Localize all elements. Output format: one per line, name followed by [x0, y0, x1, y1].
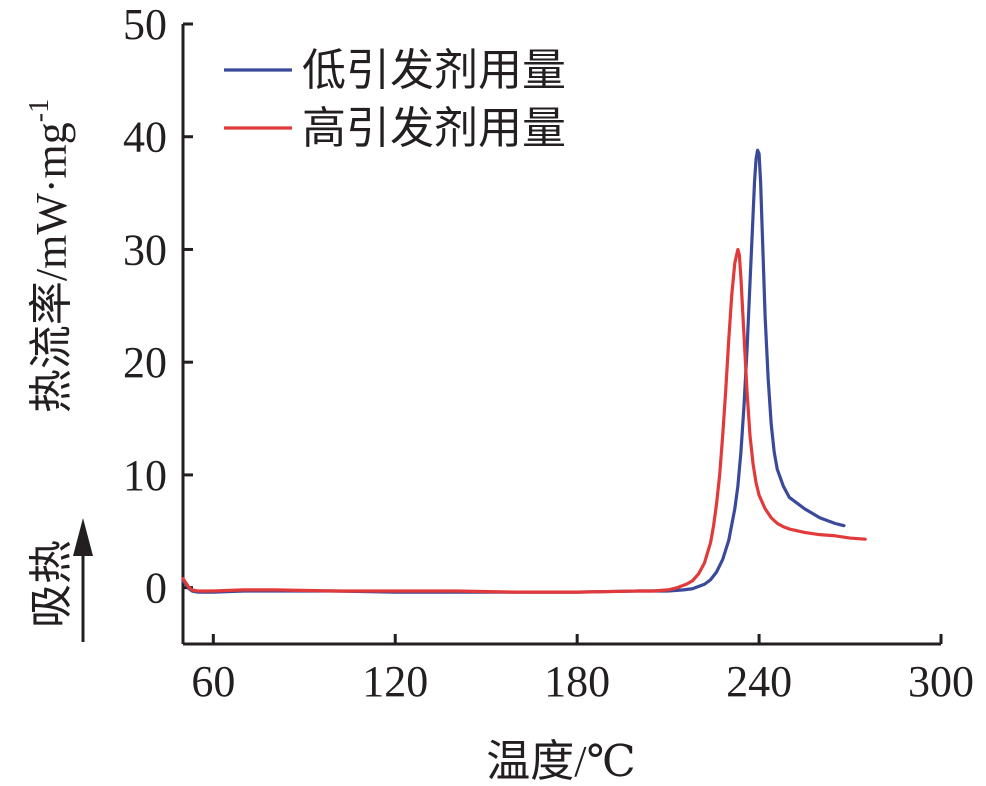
y-tick-label: 20	[123, 338, 167, 387]
x-tick-label: 300	[908, 657, 974, 706]
ticks: 0 10 20 30 40 50 60 120 180 240 300	[123, 0, 974, 706]
y-tick-label: 10	[123, 451, 167, 500]
x-tick-label: 60	[191, 657, 235, 706]
y-axis-title-superscript: -1	[24, 99, 55, 122]
endothermic-arrow-head	[73, 518, 93, 556]
series-line-2	[181, 247, 867, 594]
axes	[181, 24, 941, 646]
x-tick-label: 120	[362, 657, 428, 706]
y-tick-label: 40	[123, 113, 167, 162]
legend-label-1: 低引发剂用量	[302, 46, 566, 95]
y-axis-title-main: 热流率/mW·mg	[27, 122, 76, 413]
y-tick-label: 0	[145, 564, 167, 613]
y-tick-label: 30	[123, 225, 167, 274]
x-axis-title: 温度/℃	[486, 737, 635, 786]
y-axis-title: 热流率/mW·mg-1	[24, 99, 76, 413]
series-lines	[181, 148, 867, 594]
x-tick-label: 180	[544, 657, 610, 706]
endothermic-indicator: 吸热	[27, 518, 93, 642]
x-tick-label: 240	[726, 657, 792, 706]
endothermic-label: 吸热	[27, 540, 76, 628]
y-tick-label: 50	[123, 0, 167, 49]
legend-label-2: 高引发剂用量	[302, 104, 566, 153]
